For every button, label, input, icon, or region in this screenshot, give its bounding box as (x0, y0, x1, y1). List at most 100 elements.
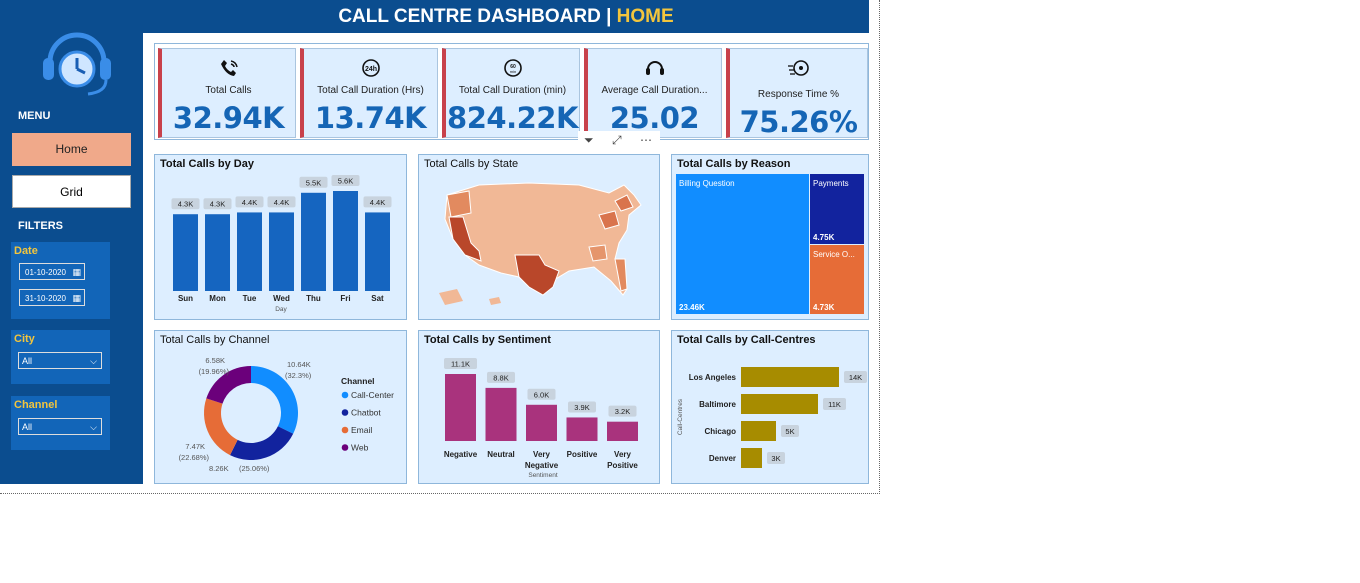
channel-dropdown-value: All (22, 422, 33, 432)
data-label: (19.96%) (199, 367, 230, 376)
kpi-average-duration[interactable]: Average Call Duration... 25.02 (584, 48, 722, 138)
chart-title: Total Calls by Reason (677, 158, 791, 170)
axis-title: Sentiment (528, 472, 557, 479)
treemap-cell[interactable]: Payments 4.75K (810, 174, 864, 244)
legend-marker (341, 391, 349, 399)
channel-dropdown[interactable]: All ⌵ (18, 418, 102, 435)
tick-label: Mon (209, 294, 226, 303)
calendar-icon[interactable]: ▦ (72, 293, 81, 303)
kpi-response-time[interactable]: Response Time % 75.26% (726, 48, 868, 139)
date-start-input[interactable]: 01-10-2020 ▦ (19, 263, 85, 280)
city-dropdown[interactable]: All ⌵ (18, 352, 102, 369)
report-canvas: MENU Home Grid FILTERS Date 01-10-2020 ▦… (0, 0, 880, 494)
treemap-cell[interactable]: Service O... 4.73K (810, 245, 864, 314)
data-label-bg (444, 358, 477, 369)
data-label-bg (767, 452, 785, 464)
tick-label: Positive (567, 450, 598, 459)
tick-label: Sun (178, 294, 193, 303)
calendar-icon[interactable]: ▦ (72, 267, 81, 277)
city-filter: City All ⌵ (11, 330, 110, 384)
data-label: 10.64K (287, 360, 311, 369)
legend-label: Email (351, 425, 372, 435)
kpi-value: 75.26% (739, 105, 858, 139)
bar (237, 212, 262, 291)
tick-label: Tue (243, 294, 257, 303)
axis-title: Call-Centres (677, 398, 684, 435)
city-dropdown-value: All (22, 356, 33, 366)
data-label: (22.68%) (179, 453, 210, 462)
focus-mode-icon[interactable]: ⤢ (612, 133, 622, 147)
data-label: (25.06%) (239, 464, 270, 473)
chart-calls-by-day[interactable]: Total Calls by Day 4.3K Sun 4.3K Mon 4.4K Tue… (154, 154, 407, 320)
data-label: 6.58K (205, 356, 225, 365)
legend-label: Web (351, 443, 369, 453)
visual-header-toolbar: ⏷ ⤢ ⋯ (578, 131, 660, 151)
chart-calls-by-sentiment[interactable]: Total Calls by Sentiment 11.1K Negative 8.… (418, 330, 660, 484)
data-label-bg (331, 175, 360, 186)
date-end-input[interactable]: 31-10-2020 ▦ (19, 289, 85, 306)
data-label-bg (235, 196, 264, 208)
data-label: 4.3K (178, 200, 193, 209)
more-options-icon[interactable]: ⋯ (640, 133, 652, 147)
chart-calls-by-state[interactable]: Total Calls by State (418, 154, 660, 320)
chart-title: Total Calls by Day (160, 158, 254, 170)
kpi-total-duration-hrs[interactable]: 24h Total Call Duration (Hrs) 13.74K (300, 48, 438, 138)
calls-by-day-svg: 4.3K Sun 4.3K Mon 4.4K Tue 4.4K Wed 5.5K Thu 5.6K F… (171, 175, 392, 313)
pie-slice (251, 366, 298, 434)
kpi-value: 32.94K (172, 101, 285, 135)
date-end-value: 31-10-2020 (25, 294, 66, 303)
data-label-bg (608, 405, 637, 417)
bar (741, 367, 839, 387)
data-label: 8.8K (493, 373, 508, 382)
data-label: 14K (849, 373, 862, 382)
data-label: 11.1K (451, 360, 470, 369)
treemap-cell[interactable]: Billing Question 23.46K (676, 174, 809, 314)
nav-home-button[interactable]: Home (12, 133, 131, 166)
tick-label: Negative (444, 450, 478, 459)
bar (566, 417, 598, 441)
treemap-value: 4.75K (813, 233, 835, 242)
bar (365, 212, 390, 291)
data-label: 3.2K (615, 407, 630, 416)
bar (741, 448, 762, 468)
treemap-label: Billing Question (679, 179, 735, 188)
nav-grid-button[interactable]: Grid (12, 175, 131, 208)
page-title-accent: HOME (616, 6, 674, 27)
chart-calls-by-centre[interactable]: Total Calls by Call-Centres Los Angeles 1… (671, 330, 869, 484)
pie-slice (204, 398, 238, 456)
headset-icon (588, 58, 721, 78)
kpi-total-calls[interactable]: Total Calls 32.94K (158, 48, 296, 138)
axis-title: Day (275, 306, 287, 313)
filter-icon[interactable]: ⏷ (584, 133, 594, 147)
pie-slice (206, 366, 251, 404)
data-label-bg (844, 371, 867, 383)
date-start-value: 01-10-2020 (25, 268, 66, 277)
phone-icon (162, 58, 295, 78)
data-label: 11K (828, 400, 841, 409)
clock-24h-icon: 24h (304, 58, 437, 78)
data-label: (32.3%) (285, 371, 312, 380)
bar (526, 404, 557, 441)
chart-calls-by-reason[interactable]: Total Calls by Reason Billing Question 2… (671, 154, 869, 320)
data-label-bg (568, 401, 596, 413)
data-label-bg (171, 198, 200, 210)
data-label-bg (527, 388, 556, 400)
data-label-bg (823, 398, 846, 410)
menu-label: MENU (18, 110, 51, 122)
data-label: 4.4K (370, 198, 385, 207)
data-label-bg (299, 176, 328, 188)
tick-label: Thu (306, 294, 321, 303)
tick-label: Neutral (487, 450, 515, 459)
bar (607, 421, 638, 441)
us-map (439, 182, 642, 305)
data-label-bg (363, 196, 392, 208)
data-label: 7.47K (185, 442, 205, 451)
channel-filter-title: Channel (14, 399, 58, 411)
data-label-bg (781, 425, 799, 437)
chart-calls-by-channel[interactable]: Total Calls by Channel 10.64K (32.3%) 8.26… (154, 330, 407, 484)
sidebar: MENU Home Grid FILTERS Date 01-10-2020 ▦… (0, 0, 143, 484)
kpi-value: 824.22K (447, 101, 578, 135)
kpi-total-duration-min[interactable]: 60 min Total Call Duration (min) 824.22K (442, 48, 580, 138)
city-filter-title: City (14, 333, 35, 345)
tick-label: Positive (607, 461, 638, 470)
